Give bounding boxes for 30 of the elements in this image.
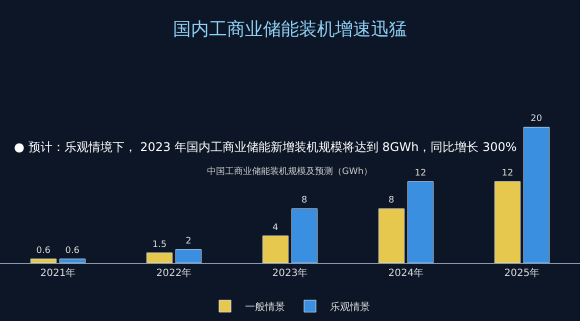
data-label: 0.6	[36, 246, 51, 256]
data-label: 1.5	[152, 240, 167, 250]
data-label: 4	[272, 222, 278, 233]
bar	[30, 258, 57, 263]
data-label: 20	[530, 114, 542, 124]
legend-label: 乐观情景	[330, 301, 370, 313]
x-tick-label: 2021年	[40, 267, 76, 279]
data-label: 0.6	[65, 246, 80, 256]
chart-title: 国内工商业储能装机增速迅猛	[173, 19, 407, 40]
bar	[262, 236, 289, 263]
bar	[407, 181, 434, 263]
data-label: 12	[414, 168, 426, 178]
bar	[523, 126, 550, 263]
x-tick-label: 2022年	[156, 267, 192, 279]
bar	[175, 249, 202, 263]
data-label: 12	[502, 168, 514, 178]
x-tick-label: 2025年	[504, 267, 540, 279]
x-tick-label: 2023年	[272, 267, 308, 279]
bar	[291, 208, 318, 263]
annotation: 中国工商业储能装机规模及预测（GWh）	[207, 166, 373, 177]
x-tick-label: 2024年	[388, 267, 424, 279]
bar	[494, 181, 521, 263]
bar	[378, 208, 405, 263]
bar	[146, 252, 173, 263]
data-label: 8	[388, 196, 394, 206]
data-label: 8	[302, 196, 308, 206]
bar	[59, 258, 86, 263]
legend-label: 一般情景	[245, 301, 285, 313]
data-label: 2	[186, 236, 192, 246]
text: ● 预计：乐观情境下， 2023 年国内工商业储能新增装机规模将达到 8GWh，同比增长 300%	[14, 140, 517, 154]
